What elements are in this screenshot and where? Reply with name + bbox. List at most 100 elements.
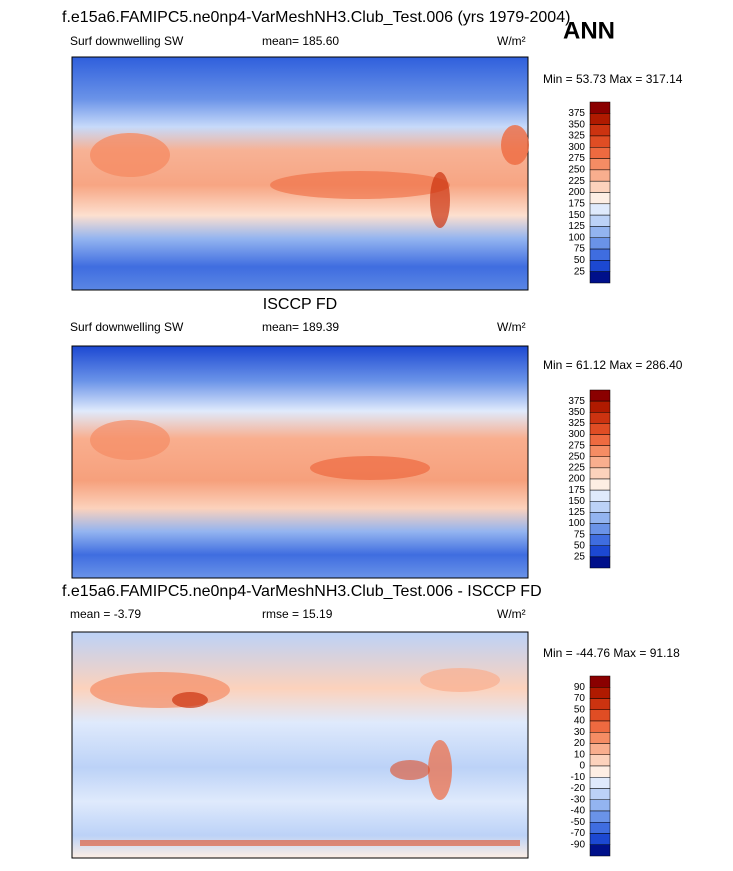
colorbar-box — [589, 687, 611, 699]
statistic: rmse = 15.19 — [262, 607, 333, 621]
colorbar-box — [589, 434, 611, 446]
colorbar-label: 300 — [568, 142, 585, 153]
variable: Surf downwelling SW — [70, 34, 184, 48]
colorbar-label: 125 — [568, 221, 585, 232]
figure-title: f.e15a6.FAMIPC5.ne0np4-VarMeshNH3.Club_T… — [62, 9, 570, 26]
colorbar-label: 10 — [574, 749, 586, 760]
units: W/m² — [497, 607, 526, 621]
min-max: Min = 53.73 Max = 317.14 — [543, 72, 683, 86]
colorbar-box — [589, 534, 611, 546]
colorbar-box — [589, 556, 611, 569]
colorbar-label: 40 — [574, 716, 586, 727]
statistic: mean= 185.60 — [262, 34, 339, 48]
min-max: Min = -44.76 Max = 91.18 — [543, 646, 680, 660]
colorbar-box — [589, 844, 611, 857]
colorbar-label: -50 — [571, 817, 586, 828]
colorbar-box — [589, 389, 611, 402]
colorbar-box — [589, 467, 611, 480]
colorbar-label: 375 — [568, 396, 585, 407]
colorbar-label: 75 — [574, 529, 586, 540]
colorbar-box — [589, 271, 611, 284]
colorbar-label: -30 — [571, 794, 586, 805]
colorbar-label: 325 — [568, 418, 585, 429]
colorbar-box — [589, 777, 611, 789]
colorbar-label: 30 — [574, 727, 586, 738]
colorbar-label: 100 — [568, 518, 585, 529]
map — [71, 345, 529, 579]
colorbar-box — [589, 501, 611, 513]
colorbar-label: 20 — [574, 738, 586, 749]
colorbar-label: 300 — [568, 429, 585, 440]
colorbar-label: -20 — [571, 783, 586, 794]
colorbar-box — [589, 743, 611, 755]
colorbar-box — [589, 732, 611, 744]
units: W/m² — [497, 34, 526, 48]
colorbar-box — [589, 260, 611, 272]
colorbar-box — [589, 147, 611, 159]
colorbar-box — [589, 788, 611, 800]
colorbar-box — [589, 698, 611, 710]
colorbar-box — [589, 545, 611, 558]
colorbar-box — [589, 124, 611, 137]
colorbar-label: 25 — [574, 266, 586, 277]
colorbar-box — [589, 237, 611, 250]
colorbar-box — [589, 158, 611, 171]
colorbar-box — [589, 512, 611, 524]
colorbar-box — [589, 799, 611, 812]
colorbar-label: 200 — [568, 187, 585, 198]
colorbar-label: 325 — [568, 131, 585, 142]
colorbar-label: 70 — [574, 693, 586, 704]
panel-title: f.e15a6.FAMIPC5.ne0np4-VarMeshNH3.Club_T… — [62, 583, 542, 600]
units: W/m² — [497, 320, 526, 334]
colorbar-label: 125 — [568, 507, 585, 518]
colorbar-label: 50 — [574, 540, 586, 551]
colorbar-box — [589, 445, 611, 457]
colorbar-box — [589, 412, 611, 424]
colorbar-box — [589, 754, 611, 767]
colorbar-box — [589, 192, 611, 205]
colorbar-label: 50 — [574, 704, 586, 715]
colorbar-label: 100 — [568, 232, 585, 243]
colorbar-box — [589, 833, 611, 845]
colorbar-label: 350 — [568, 407, 585, 418]
colorbar-label: 250 — [568, 451, 585, 462]
colorbar-label: 350 — [568, 119, 585, 130]
colorbar-label: 375 — [568, 108, 585, 119]
colorbar-box — [589, 765, 611, 778]
map — [71, 56, 529, 291]
colorbar-box — [589, 810, 611, 823]
min-max: Min = 61.12 Max = 286.40 — [543, 358, 683, 372]
colorbar-box — [589, 400, 611, 413]
colorbar-label: 275 — [568, 440, 585, 451]
colorbar-box — [589, 135, 611, 148]
colorbar-label: 50 — [574, 255, 586, 266]
colorbar-label: 175 — [568, 485, 585, 496]
statistic: mean= 189.39 — [262, 320, 339, 334]
colorbar-box — [589, 248, 611, 261]
colorbar-label: -70 — [571, 828, 586, 839]
colorbar-label: 225 — [568, 176, 585, 187]
colorbar-box — [589, 101, 611, 114]
colorbar-box — [589, 214, 611, 227]
colorbar-label: 75 — [574, 244, 586, 255]
colorbar-box — [589, 169, 611, 182]
colorbar-label: -10 — [571, 772, 586, 783]
colorbar-label: 150 — [568, 496, 585, 507]
colorbar-label: 225 — [568, 463, 585, 474]
variable: mean = -3.79 — [70, 607, 141, 621]
colorbar-box — [589, 226, 611, 238]
colorbar-box — [589, 180, 611, 193]
variable: Surf downwelling SW — [70, 320, 184, 334]
colorbar-box — [589, 709, 611, 722]
colorbar-box — [589, 423, 611, 435]
colorbar-box — [589, 489, 611, 502]
season: ANN — [563, 17, 615, 44]
map — [71, 631, 529, 859]
colorbar-box — [589, 675, 611, 688]
colorbar-box — [589, 456, 611, 469]
colorbar-label: 275 — [568, 153, 585, 164]
colorbar-label: -40 — [571, 806, 586, 817]
panel-title: ISCCP FD — [263, 296, 337, 313]
colorbar-label: 25 — [574, 552, 586, 563]
